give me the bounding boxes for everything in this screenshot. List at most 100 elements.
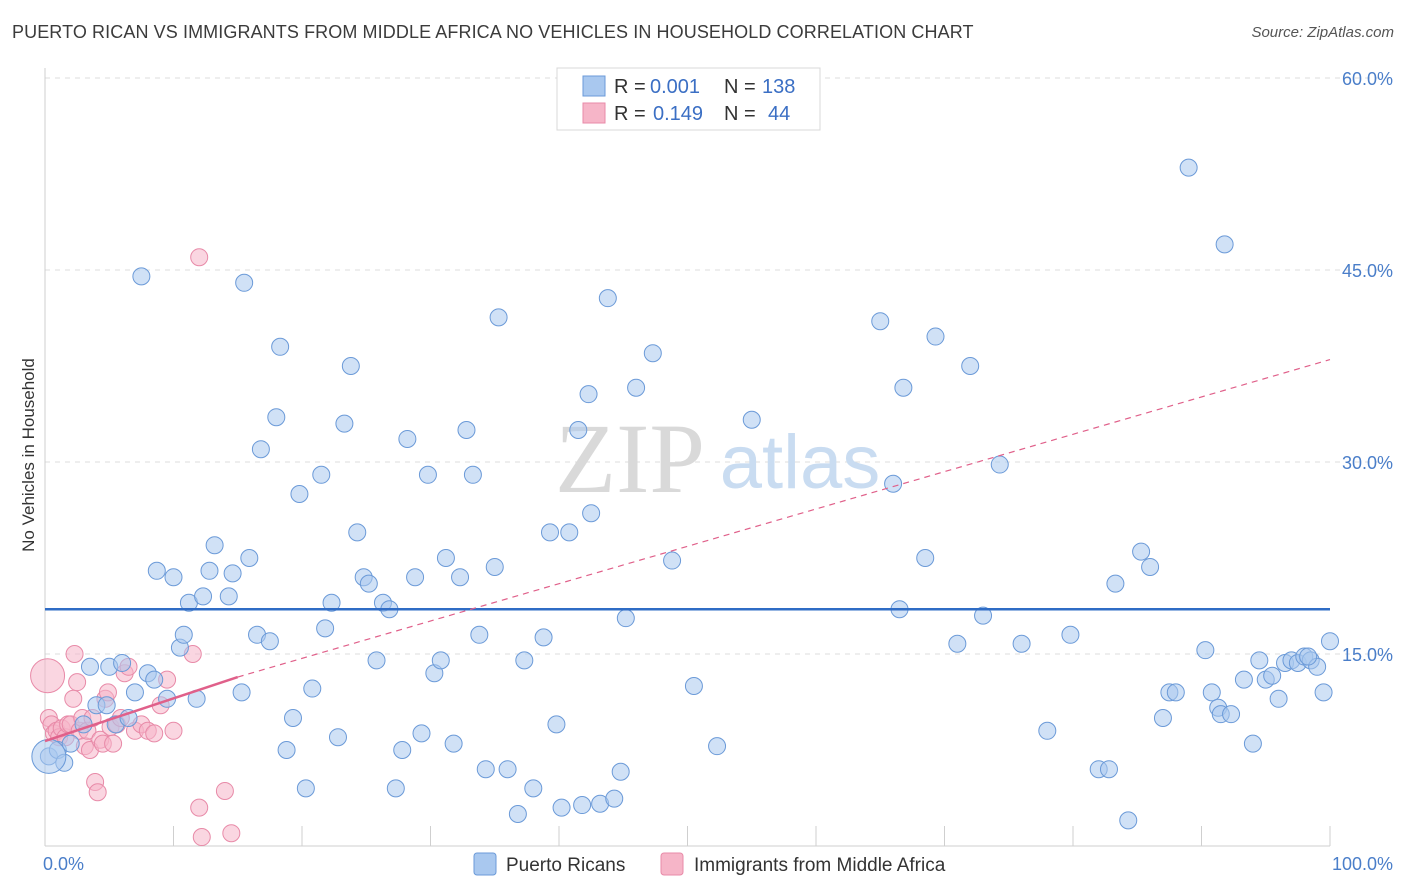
point-puerto-rican-77 — [552, 798, 571, 817]
point-puerto-rican-94 — [871, 312, 890, 331]
y-axis-label: No Vehicles in Household — [19, 358, 38, 552]
point-puerto-rican-70 — [498, 760, 517, 779]
point-puerto-rican-43 — [322, 593, 341, 612]
point-puerto-rican-large-0 — [31, 738, 67, 774]
point-puerto-rican-28 — [232, 683, 251, 702]
point-puerto-rican-93 — [742, 410, 761, 429]
point-puerto-rican-78 — [560, 523, 579, 542]
watermark-atlas: atlas — [720, 420, 881, 505]
point-puerto-rican-105 — [1038, 721, 1057, 740]
point-puerto-rican-121 — [1215, 235, 1234, 254]
point-puerto-rican-44 — [328, 728, 347, 747]
bottom-legend-swatch-middle-africa — [660, 852, 684, 876]
point-puerto-rican-29 — [235, 273, 254, 292]
point-puerto-rican-76 — [547, 715, 566, 734]
point-puerto-rican-106 — [1061, 625, 1080, 644]
y-tick-labels: 15.0% 30.0% 45.0% 60.0% — [1342, 69, 1393, 665]
point-middle-africa-10 — [64, 689, 83, 708]
point-puerto-rican-92 — [708, 737, 727, 756]
y-tick-label-1: 30.0% — [1342, 453, 1393, 473]
point-puerto-rican-27 — [223, 564, 242, 583]
bottom-legend-swatch-puerto-ricans — [473, 852, 497, 876]
point-middle-africa-36 — [164, 721, 183, 740]
point-puerto-rican-62 — [444, 734, 463, 753]
watermark-zip: ZIP — [555, 403, 705, 514]
point-puerto-rican-7 — [97, 696, 116, 715]
point-puerto-rican-75 — [541, 523, 560, 542]
point-puerto-rican-136 — [1321, 632, 1339, 651]
legend-swatch-middle-africa — [582, 102, 606, 124]
point-puerto-rican-80 — [573, 796, 592, 815]
point-puerto-rican-74 — [534, 628, 553, 647]
point-puerto-rican-117 — [1196, 641, 1215, 660]
point-puerto-rican-98 — [916, 549, 935, 567]
point-puerto-rican-65 — [463, 465, 482, 484]
point-middle-africa-19 — [88, 783, 107, 802]
point-puerto-rican-56 — [406, 568, 425, 587]
point-middle-africa-43 — [65, 645, 84, 663]
point-puerto-rican-84 — [598, 289, 617, 308]
gridlines — [45, 77, 1395, 655]
point-puerto-rican-127 — [1263, 666, 1282, 685]
point-puerto-rican-25 — [205, 536, 224, 555]
point-puerto-rican-110 — [1119, 811, 1138, 830]
point-puerto-rican-73 — [524, 779, 543, 798]
point-puerto-rican-135 — [1314, 683, 1333, 702]
point-puerto-rican-95 — [884, 474, 903, 493]
trend-line-middle-africa — [44, 675, 239, 743]
point-puerto-rican-118 — [1202, 683, 1221, 702]
point-puerto-rican-122 — [1222, 705, 1241, 724]
point-puerto-rican-16 — [147, 561, 166, 580]
point-puerto-rican-104 — [1012, 634, 1031, 653]
point-puerto-rican-49 — [359, 574, 378, 593]
point-puerto-rican-12 — [125, 683, 144, 702]
point-puerto-rican-53 — [386, 779, 405, 798]
point-puerto-rican-3 — [61, 734, 80, 753]
point-puerto-rican-54 — [393, 741, 412, 759]
point-puerto-rican-55 — [398, 429, 417, 448]
point-middle-africa-0 — [30, 658, 66, 694]
point-puerto-rican-60 — [431, 651, 450, 670]
legend-n-label-1: N = — [724, 76, 756, 98]
legend-r-label-2: R = — [614, 103, 646, 125]
watermark: ZIP atlas — [555, 403, 880, 514]
point-puerto-rican-123 — [1234, 670, 1253, 689]
point-puerto-rican-108 — [1099, 760, 1118, 779]
point-puerto-rican-91 — [684, 677, 703, 695]
point-puerto-rican-124 — [1243, 734, 1262, 753]
point-puerto-rican-125 — [1250, 651, 1269, 670]
point-puerto-rican-24 — [200, 561, 219, 580]
point-puerto-rican-61 — [436, 549, 455, 567]
point-puerto-rican-18 — [164, 568, 183, 587]
point-puerto-rican-63 — [451, 568, 470, 587]
point-puerto-rican-82 — [582, 504, 601, 523]
point-puerto-rican-46 — [341, 357, 360, 375]
point-puerto-rican-66 — [470, 625, 489, 644]
point-puerto-rican-45 — [335, 414, 354, 433]
point-puerto-rican-69 — [489, 308, 508, 327]
point-puerto-rican-58 — [418, 465, 437, 484]
point-puerto-rican-40 — [303, 679, 322, 698]
point-puerto-rican-64 — [457, 421, 476, 439]
legend-n-value-1: 138 — [762, 76, 795, 98]
point-puerto-rican-137 — [1299, 647, 1318, 666]
point-puerto-rican-38 — [290, 485, 309, 503]
point-puerto-rican-41 — [312, 465, 331, 484]
point-puerto-rican-116 — [1179, 158, 1198, 177]
point-puerto-rican-33 — [260, 632, 279, 651]
point-puerto-rican-89 — [643, 344, 662, 363]
chart-source: Source: ZipAtlas.com — [1251, 24, 1394, 41]
trend-lines — [44, 359, 1331, 743]
point-puerto-rican-87 — [616, 609, 635, 628]
trend-line-middle-africa-projection — [237, 359, 1331, 678]
point-puerto-rican-36 — [277, 741, 296, 759]
stats-legend: R = 0.001 N = 138 R = 0.149 N = 44 — [556, 67, 821, 131]
x-tick-label-0: 0.0% — [43, 854, 84, 874]
point-puerto-rican-57 — [412, 724, 431, 743]
chart-title: PUERTO RICAN VS IMMIGRANTS FROM MIDDLE A… — [12, 22, 974, 42]
legend-n-value-2: 44 — [768, 103, 790, 125]
legend-swatch-puerto-ricans — [582, 75, 606, 97]
y-tick-label-2: 45.0% — [1342, 261, 1393, 281]
point-puerto-rican-5 — [80, 657, 99, 676]
